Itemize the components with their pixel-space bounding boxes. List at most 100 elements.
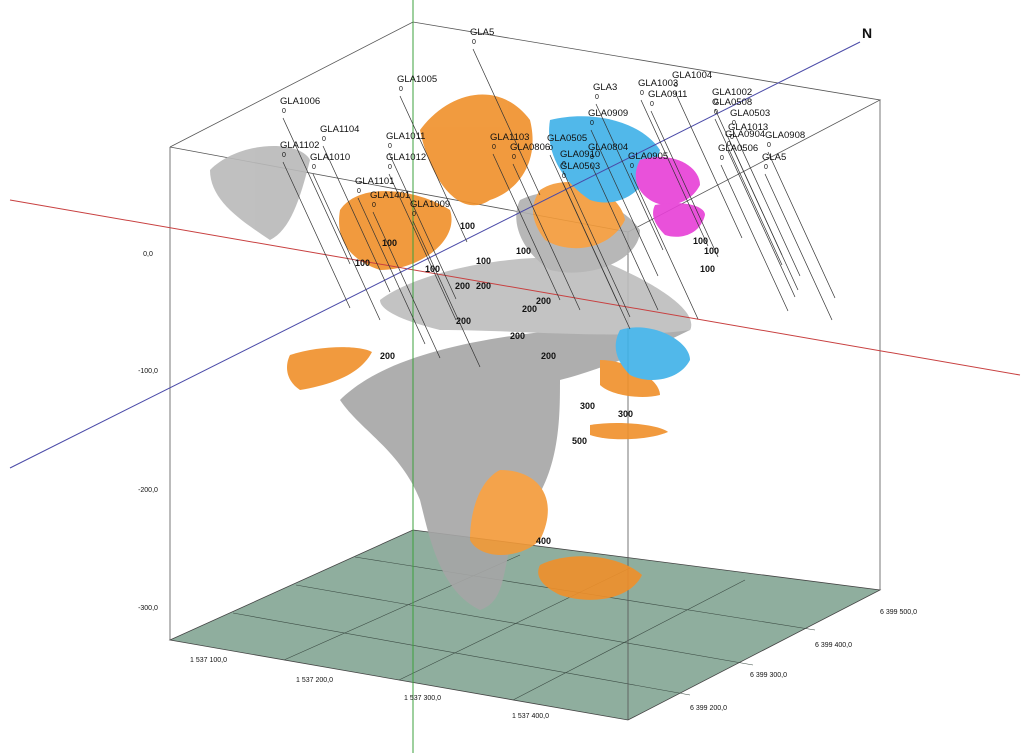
drill-hole [732, 129, 801, 277]
hole-label: GLA1013 [728, 122, 768, 133]
hole-label: GLA0503 [730, 108, 770, 119]
hole-label: GLA1011 [386, 131, 425, 142]
hole-label: GLA0908 [765, 130, 805, 141]
hole-label: GLA0804 [588, 142, 628, 153]
depth-mark: 300 [618, 409, 633, 419]
x-axis [9, 199, 1021, 376]
hole-collar: 0 [727, 141, 731, 148]
easting-label: 1 537 300,0 [404, 695, 441, 702]
hole-collar: 0 [590, 120, 594, 127]
depth-mark: 200 [456, 316, 471, 326]
hole-label: GLA0503 [560, 161, 600, 172]
hole-collar: 0 [312, 164, 316, 171]
drill-hole [595, 103, 664, 251]
hole-collar: 0 [282, 108, 286, 115]
hole-label: GLA1401 [370, 190, 410, 201]
hole-label: GLA1101 [355, 176, 394, 187]
hole-collar: 0 [388, 164, 392, 171]
depth-mark: 100 [704, 246, 719, 256]
hole-label: GLA0806 [510, 142, 550, 153]
hole-label: GLA0506 [718, 143, 758, 154]
depth-mark: 100 [693, 236, 708, 246]
drill-hole [674, 91, 743, 239]
hole-label: GLA1102 [280, 140, 319, 151]
northing-label: 6 399 300,0 [750, 672, 787, 679]
hole-collar: 0 [640, 90, 644, 97]
hole-collar: 0 [492, 144, 496, 151]
drill-hole [764, 173, 833, 321]
hole-collar: 0 [674, 82, 678, 89]
drill-hole [472, 48, 541, 196]
northing-label: 6 399 400,0 [815, 642, 852, 649]
hole-label: GLA0904 [725, 129, 765, 140]
northing-label: 6 399 500,0 [880, 609, 917, 616]
drill-hole [412, 220, 481, 368]
drill-hole [492, 153, 561, 301]
hole-label: GLA0905 [628, 151, 668, 162]
drill-hole [388, 173, 457, 321]
drill-hole [720, 164, 789, 312]
hole-collar: 0 [282, 152, 286, 159]
hole-collar: 0 [562, 161, 566, 168]
depth-mark: 200 [522, 304, 537, 314]
drill-hole [562, 182, 631, 330]
hole-label: GLA1010 [310, 152, 350, 163]
hole-collar: 0 [372, 202, 376, 209]
hole-collar: 0 [764, 164, 768, 171]
hole-label: GLA5 [470, 27, 494, 38]
hole-label: GLA1003 [638, 78, 678, 89]
hole-collar: 0 [714, 109, 718, 116]
drill-hole [590, 129, 659, 277]
hole-label: GLA1004 [672, 70, 712, 81]
drill-hole [630, 172, 699, 320]
northing-label: 6 399 200,0 [690, 705, 727, 712]
depth-mark: 100 [700, 264, 715, 274]
drill-hole [714, 118, 783, 266]
depth-mark: 500 [572, 436, 587, 446]
depth-mark: 200 [536, 296, 551, 306]
hole-label: GLA1012 [386, 152, 426, 163]
hole-collar: 0 [595, 94, 599, 101]
drill-hole [357, 197, 426, 345]
hole-label: GLA0911 [648, 89, 687, 100]
hole-collar: 0 [412, 211, 416, 218]
depth-mark: 200 [476, 281, 491, 291]
hole-collar: 0 [562, 173, 566, 180]
depth-mark: 100 [382, 238, 397, 248]
depth-mark: 100 [476, 256, 491, 266]
depth-mark: 300 [580, 401, 595, 411]
depth-mark: 200 [541, 351, 556, 361]
elevation-label: 0,0 [143, 251, 153, 258]
hole-label: GLA1005 [397, 74, 437, 85]
depth-mark: 200 [380, 351, 395, 361]
drill-hole [590, 163, 659, 311]
depth-mark: 100 [425, 264, 440, 274]
depth-mark: 400 [536, 536, 551, 546]
depth-mark: 200 [510, 331, 525, 341]
hole-label: GLA1002 [712, 87, 752, 98]
hole-collar: 0 [732, 120, 736, 127]
drill-hole [372, 211, 441, 359]
hole-collar: 0 [322, 136, 326, 143]
elevation-label: -200,0 [138, 487, 158, 494]
depth-mark: 100 [355, 258, 370, 268]
hole-collar: 0 [630, 163, 634, 170]
hole-collar: 0 [650, 101, 654, 108]
hole-label: GLA1104 [320, 124, 359, 135]
hole-label: GLA1006 [280, 96, 320, 107]
hole-collar: 0 [720, 155, 724, 162]
hole-label: GLA5 [762, 152, 786, 163]
easting-label: 1 537 400,0 [512, 713, 549, 720]
drill-hole [282, 161, 351, 309]
depth-mark: 200 [455, 281, 470, 291]
hole-collar: 0 [512, 154, 516, 161]
easting-label: 1 537 100,0 [190, 657, 227, 664]
hole-label: GLA1103 [490, 132, 529, 143]
depth-mark: 100 [516, 246, 531, 256]
drill-hole [727, 150, 796, 298]
y-axis [9, 41, 861, 469]
drill-hole [640, 99, 709, 247]
elevation-label: -300,0 [138, 605, 158, 612]
hole-label: GLA0910 [560, 149, 600, 160]
